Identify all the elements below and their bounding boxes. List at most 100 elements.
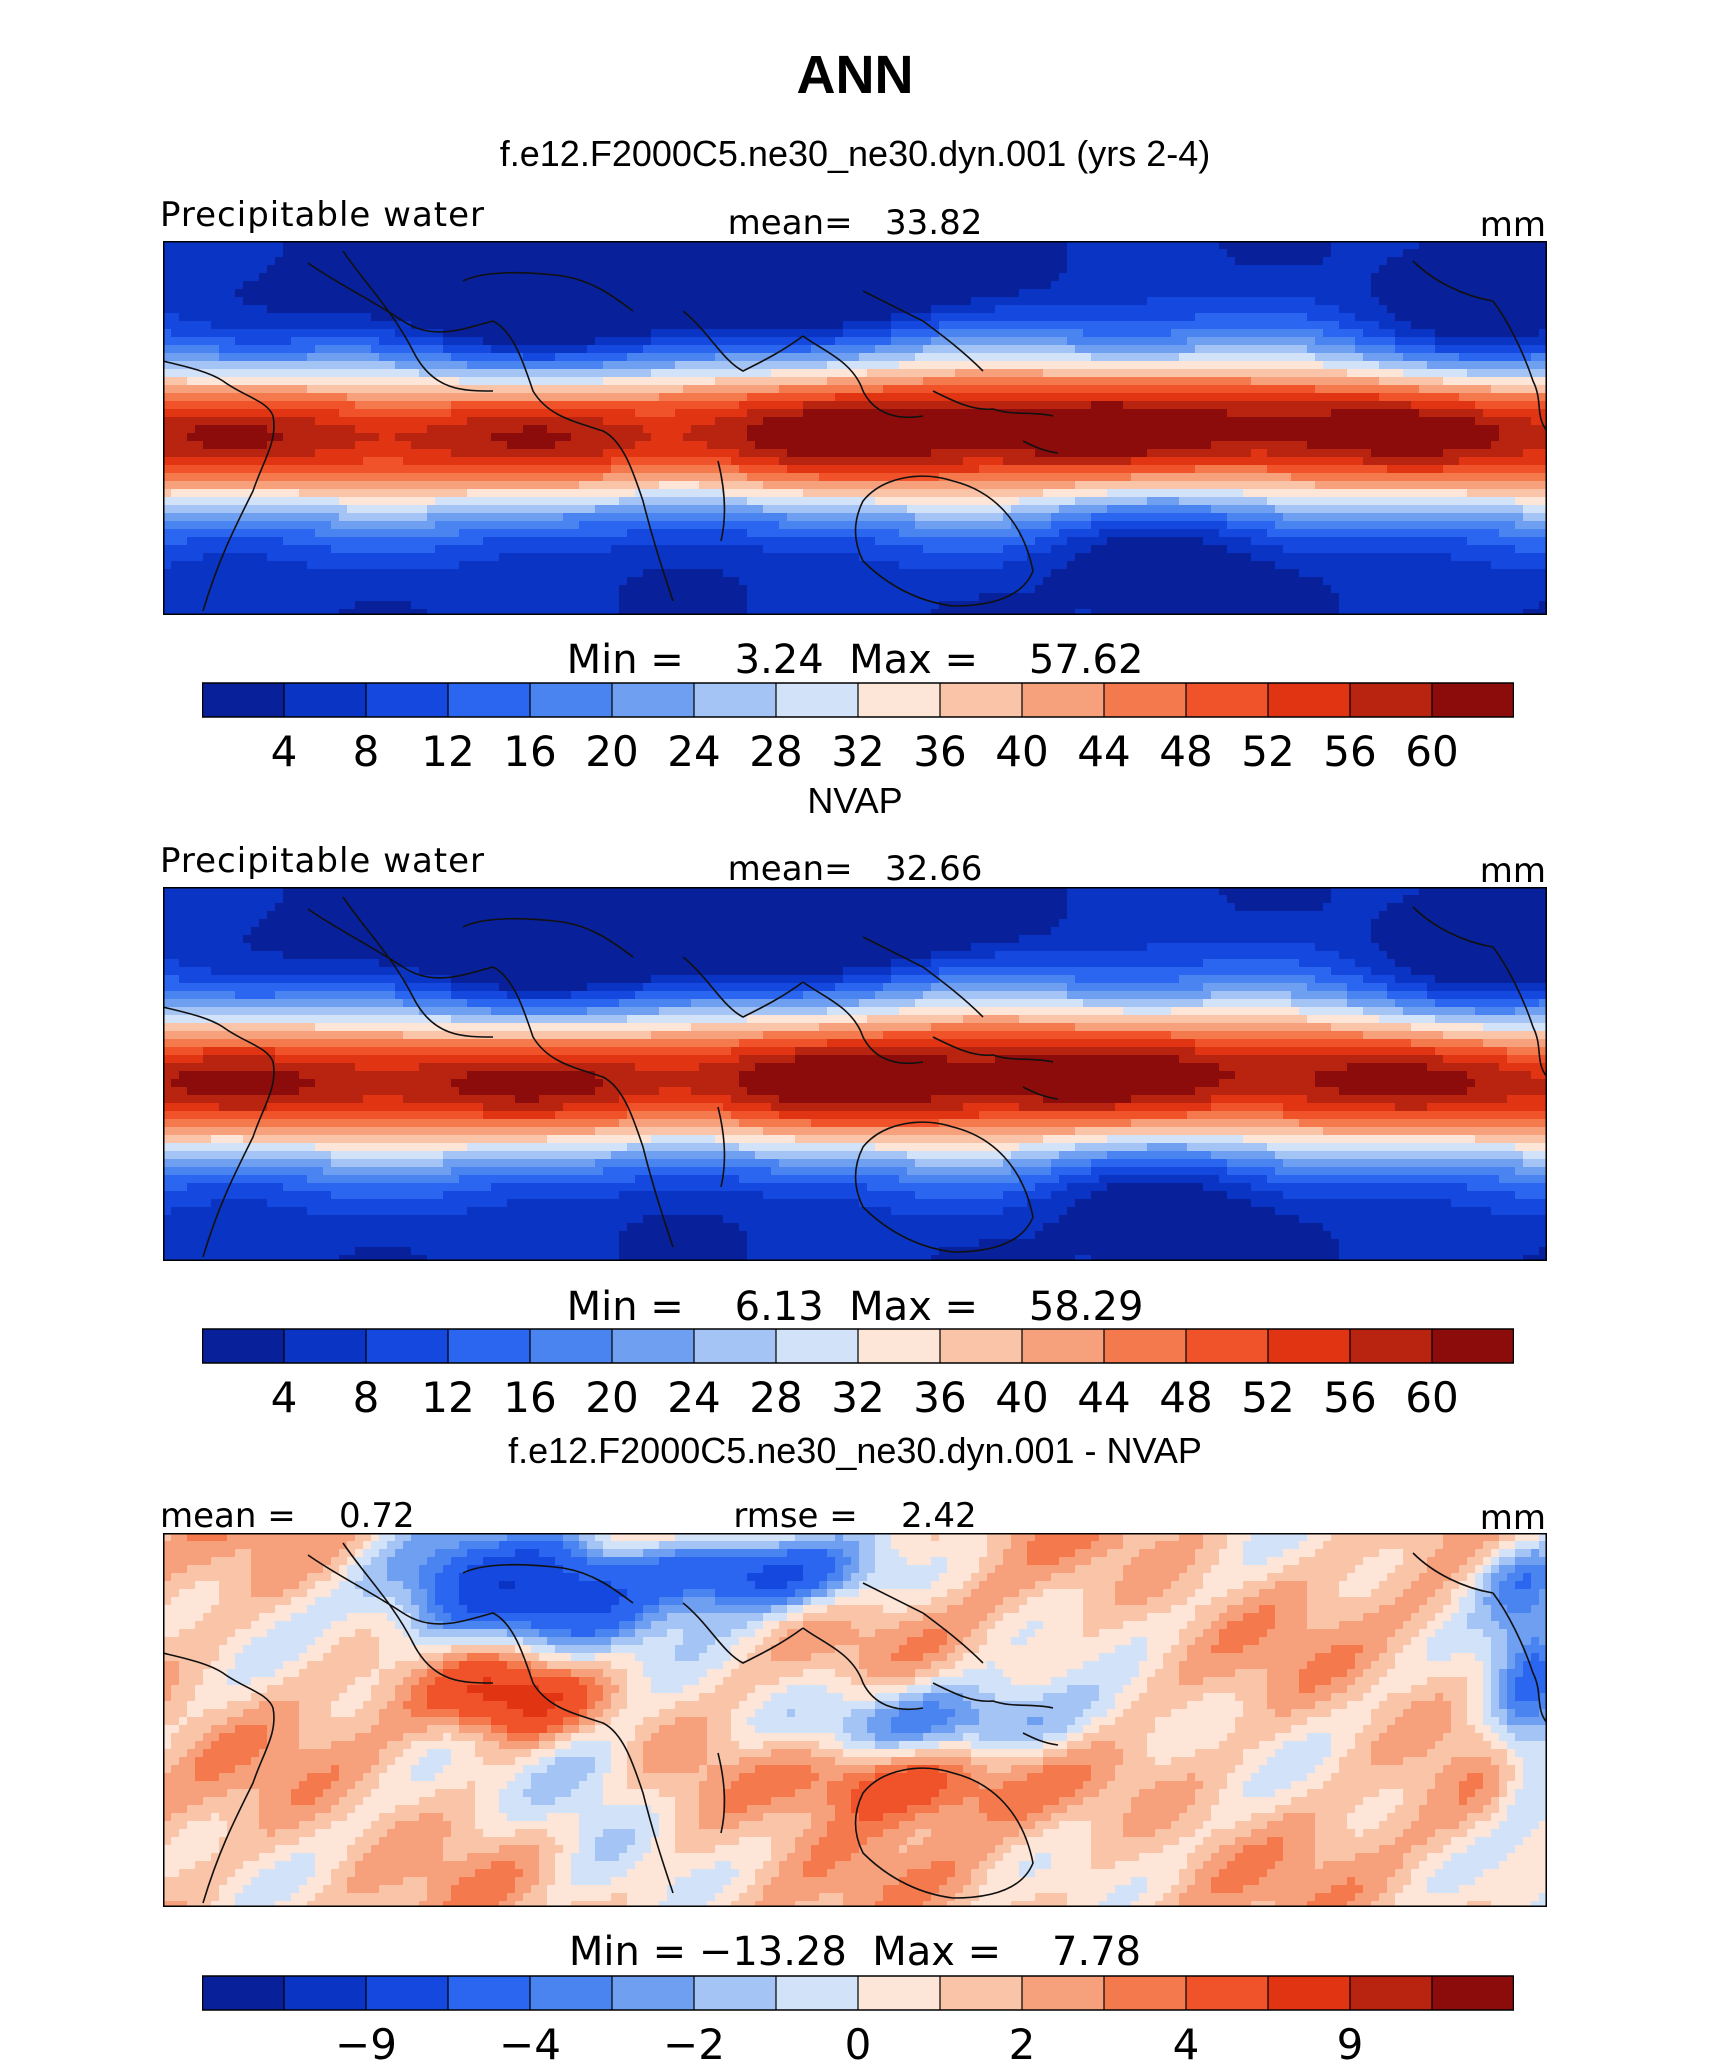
- colorbar-tick-label: 52: [1241, 1373, 1294, 1422]
- coastline-path: [802, 981, 924, 1064]
- coastline-path: [1022, 1732, 1059, 1746]
- coastline-path: [1492, 300, 1547, 432]
- colorbar-tick-label: 56: [1323, 1373, 1376, 1422]
- colorbar-swatch: [1350, 1976, 1433, 2010]
- coastline-path: [307, 908, 674, 1248]
- coastline-path: [462, 271, 634, 312]
- coastline-path: [854, 475, 1034, 607]
- panel-1-map: [163, 241, 1547, 615]
- coastline-path: [717, 460, 726, 542]
- coastline-path: [932, 1036, 1054, 1063]
- colorbar-tick-label: 20: [585, 1373, 638, 1422]
- panel-2-minmax-label: Min = 6.13 Max = 58.29: [567, 1287, 1144, 1327]
- panel-1-variable-label: Precipitable water: [160, 198, 485, 232]
- colorbar-swatch: [1432, 1976, 1514, 2010]
- coastline-path: [854, 1121, 1034, 1253]
- colorbar-swatch: [612, 683, 695, 717]
- panel-3-units-label: mm: [1480, 1501, 1546, 1535]
- page-title: ANN: [797, 48, 914, 102]
- colorbar-tick-label: 12: [421, 727, 474, 776]
- colorbar-swatch: [1268, 1976, 1351, 2010]
- colorbar-swatch: [694, 683, 777, 717]
- colorbar-tick-label: 36: [913, 727, 966, 776]
- colorbar-tick-label: 16: [503, 1373, 556, 1422]
- colorbar-swatch: [1186, 683, 1269, 717]
- colorbar-tick-label: 60: [1405, 727, 1458, 776]
- coastline-path: [1022, 440, 1059, 454]
- colorbar-swatch: [284, 1329, 367, 1363]
- colorbar-swatch: [284, 683, 367, 717]
- colorbar-swatch: [1022, 683, 1105, 717]
- coastline-path: [862, 290, 984, 372]
- panel-2-units-label: mm: [1480, 854, 1546, 888]
- colorbar-swatch: [612, 1329, 695, 1363]
- colorbar-tick-label: 4: [1173, 2020, 1200, 2067]
- coastline-path: [163, 1652, 275, 1904]
- colorbar-swatch: [1350, 683, 1433, 717]
- colorbar-swatch: [530, 683, 613, 717]
- coastline-path: [682, 310, 804, 372]
- panel-2-variable-label: Precipitable water: [160, 844, 485, 878]
- panel-1-minmax-label: Min = 3.24 Max = 57.62: [567, 640, 1144, 680]
- colorbar-swatch: [1104, 1329, 1187, 1363]
- colorbar-swatch: [366, 1976, 449, 2010]
- colorbar-swatch: [776, 1329, 859, 1363]
- coastline-path: [163, 1006, 275, 1258]
- colorbar-tick-label: 4: [271, 1373, 298, 1422]
- coastline-path: [854, 1767, 1034, 1899]
- colorbar-swatch: [1186, 1976, 1269, 2010]
- colorbar-swatch: [940, 683, 1023, 717]
- colorbar-tick-label: 0: [845, 2020, 872, 2067]
- colorbar-tick-label: −2: [663, 2020, 725, 2067]
- coastline-path: [932, 1682, 1054, 1709]
- colorbar-tick-label: 48: [1159, 1373, 1212, 1422]
- coastline-path: [342, 250, 494, 392]
- colorbar-swatch: [612, 1976, 695, 2010]
- panel-3-mean-label: mean = 0.72: [160, 1499, 415, 1533]
- colorbar-swatch: [1432, 1329, 1514, 1363]
- coastline-path: [682, 1602, 804, 1664]
- coastline-path: [462, 1563, 634, 1604]
- colorbar-tick-label: 4: [271, 727, 298, 776]
- colorbar-tick-label: 44: [1077, 727, 1130, 776]
- coastline-path: [717, 1752, 726, 1834]
- coastline-path: [1412, 260, 1494, 302]
- coastline-path: [682, 956, 804, 1018]
- coastline-path: [862, 936, 984, 1018]
- panel-1-colorbar: 4 8 12 16 20 24 28 32 36 40 44 48 52 56 60: [202, 682, 1514, 776]
- colorbar-swatch: [448, 683, 531, 717]
- coastline-path: [717, 1106, 726, 1188]
- colorbar-swatch: [448, 1976, 531, 2010]
- panel-2-heading: NVAP: [807, 783, 902, 819]
- colorbar-tick-label: 60: [1405, 1373, 1458, 1422]
- coastline-path: [1022, 1086, 1059, 1100]
- colorbar-tick-label: 16: [503, 727, 556, 776]
- colorbar-swatch: [776, 683, 859, 717]
- colorbar-tick-label: 52: [1241, 727, 1294, 776]
- colorbar-tick-label: 20: [585, 727, 638, 776]
- colorbar-swatch: [694, 1976, 777, 2010]
- coastline-path: [932, 390, 1054, 417]
- colorbar-swatch: [1104, 1976, 1187, 2010]
- colorbar-tick-label: 32: [831, 727, 884, 776]
- panel-2-map: [163, 887, 1547, 1261]
- colorbar-swatch: [448, 1329, 531, 1363]
- colorbar-tick-label: 32: [831, 1373, 884, 1422]
- coastline-path: [342, 1542, 494, 1684]
- coastlines: [163, 1542, 1547, 1904]
- colorbar-swatch: [1432, 683, 1514, 717]
- colorbar-tick-label: 44: [1077, 1373, 1130, 1422]
- colorbar-swatch: [694, 1329, 777, 1363]
- colorbar-tick-label: 24: [667, 727, 720, 776]
- colorbar-swatch: [1022, 1329, 1105, 1363]
- colorbar-swatch: [1350, 1329, 1433, 1363]
- colorbar-swatch: [940, 1976, 1023, 2010]
- colorbar-swatch: [366, 683, 449, 717]
- colorbar-swatch: [858, 1329, 941, 1363]
- colorbar-tick-label: 2: [1009, 2020, 1036, 2067]
- panel-1-units-label: mm: [1480, 208, 1546, 242]
- coastline-path: [1412, 906, 1494, 948]
- panel-3-heading: f.e12.F2000C5.ne30_ne30.dyn.001 - NVAP: [508, 1433, 1202, 1469]
- colorbar-swatch: [858, 1976, 941, 2010]
- coastlines: [163, 250, 1547, 612]
